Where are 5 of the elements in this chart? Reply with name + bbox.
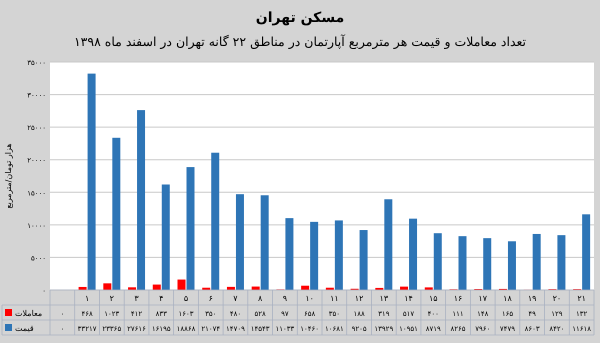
y-axis-title: هزار تومان/مترمربع xyxy=(4,143,13,209)
chart-title: مسکن تهران xyxy=(256,10,344,26)
chart-subtitle: تعداد معاملات و قیمت هر مترمربع آپارتمان در مناطق ۲۲ گانه تهران در اسفند ماه ۱۳۹۸ xyxy=(74,34,527,50)
legend-label: معاملات xyxy=(15,309,42,318)
legend-label: قیمت xyxy=(15,324,34,333)
